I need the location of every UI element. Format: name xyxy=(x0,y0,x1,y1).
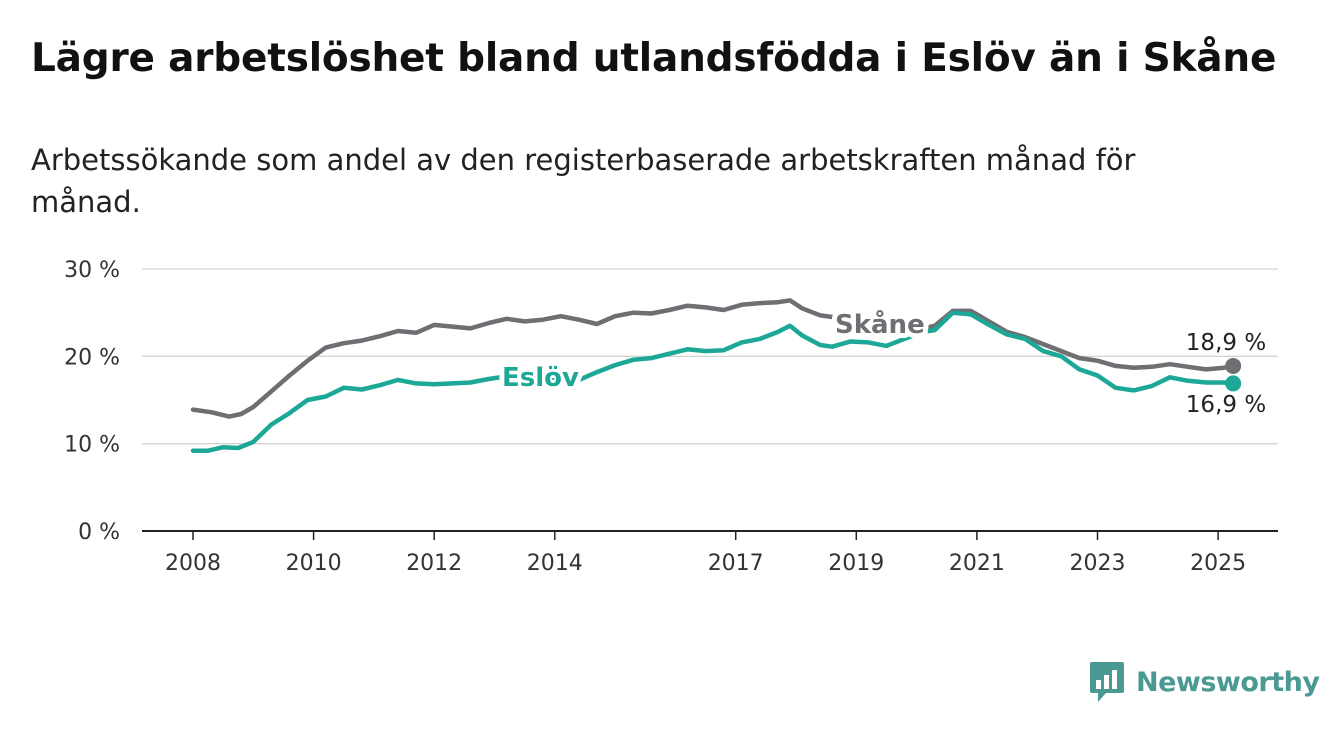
series-line-eslov xyxy=(190,310,1236,453)
x-tick-label: 2021 xyxy=(949,551,1005,576)
chart-subtitle: Arbetssökande som andel av den registerb… xyxy=(31,143,1136,219)
x-tick-label: 2014 xyxy=(527,551,583,576)
series-labels: Skåne Eslöv 18,9 % 16,9 % xyxy=(497,303,1266,418)
x-tick-label: 2010 xyxy=(286,551,342,576)
x-tick-label: 2008 xyxy=(165,551,221,576)
x-tick-label: 2017 xyxy=(708,551,764,576)
series-lines xyxy=(190,298,1242,453)
y-tick-label: 0 % xyxy=(78,520,120,545)
end-point-skane xyxy=(1225,357,1242,374)
x-tick-label: 2012 xyxy=(406,551,462,576)
newsworthy-brand: Newsworthy xyxy=(1088,660,1320,704)
series-line-skane xyxy=(190,298,1236,419)
x-tick-label: 2025 xyxy=(1190,551,1246,576)
brand-name: Newsworthy xyxy=(1136,666,1320,698)
y-tick-label: 30 % xyxy=(64,258,120,283)
y-tick-label: 10 % xyxy=(64,433,120,458)
x-tick-label: 2019 xyxy=(828,551,884,576)
end-value-label-skane: 18,9 % xyxy=(1186,330,1266,356)
series-label-skane: Skåne xyxy=(835,308,925,340)
bar-chart-logo-icon xyxy=(1090,662,1124,702)
line-chart: 0 % 10 % 20 % 30 % 2008 2010 2012 2014 2017 2019… xyxy=(64,258,1278,576)
grid-lines xyxy=(142,268,1278,532)
y-axis-ticks: 0 % 10 % 20 % 30 % xyxy=(64,258,120,545)
series-label-eslov: Eslöv xyxy=(502,363,579,393)
end-value-label-eslov: 16,9 % xyxy=(1186,392,1266,418)
x-tick-label: 2023 xyxy=(1070,551,1126,576)
x-axis-ticks: 2008 2010 2012 2014 2017 2019 2021 2023 2025 xyxy=(165,531,1246,576)
chart-title: Lägre arbetslöshet bland utlandsfödda i … xyxy=(31,36,1277,81)
end-point-eslov xyxy=(1225,375,1242,392)
y-tick-label: 20 % xyxy=(64,345,120,370)
